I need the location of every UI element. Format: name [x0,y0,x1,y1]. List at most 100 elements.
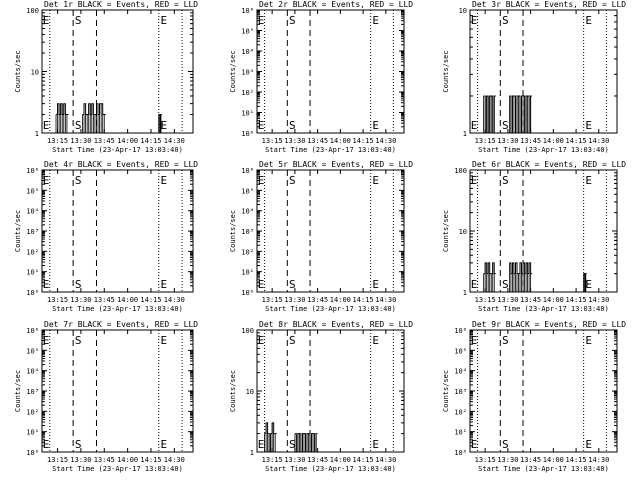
y-tick-label: 10² [26,408,39,416]
y-tick-label: 10⁴ [241,208,254,216]
marker-letter-left-edge: E [471,119,478,132]
y-tick-label: 1 [250,449,254,457]
events-trace [56,103,69,115]
y-tick-label: 10⁵ [26,347,39,355]
marker-letter-end: E [372,119,379,132]
marker-letter-start: S [502,174,509,187]
marker-letter-end: E [585,334,592,347]
marker-letter-end: E [585,14,592,27]
x-tick-label: 13:45 [94,137,115,145]
y-axis-label: Counts/sec [442,210,450,252]
x-tick-label: 14:00 [543,296,564,304]
marker-letter-start: S [502,14,509,27]
y-tick-label: 100 [454,167,467,175]
y-tick-label: 10² [241,248,254,256]
x-axis-label: Start Time (23-Apr-17 13:03:40) [52,465,183,473]
x-tick-label: 14:30 [588,456,609,464]
plot-frame [469,9,618,134]
events-trace [483,95,496,134]
y-tick-label: 10² [454,408,467,416]
y-tick-label: 10⁰ [454,449,467,457]
marker-letter-start: S [502,438,509,451]
marker-letter-end: E [160,119,167,132]
x-tick-label: 14:00 [117,296,138,304]
marker-letter-left-edge: E [43,14,50,27]
events-trace [509,262,533,275]
x-tick-label: 13:15 [475,296,496,304]
x-tick-label: 14:15 [140,456,161,464]
marker-letter-left-edge: E [471,278,478,291]
x-tick-label: 14:30 [164,456,185,464]
x-tick-label: 13:30 [70,456,91,464]
y-tick-label: 10 [459,7,467,15]
events-trace [264,422,277,453]
y-tick-label: 10⁶ [241,167,254,175]
x-tick-label: 13:15 [47,296,68,304]
x-tick-label: 13:15 [475,456,496,464]
y-axis-label: Counts/sec [229,370,237,412]
y-axis-label: Counts/sec [442,370,450,412]
y-tick-label: 10⁴ [26,368,39,376]
x-axis-label: Start Time (23-Apr-17 13:03:40) [265,146,396,154]
y-tick-label: 10 [246,388,254,396]
panel-det-9: Det 9r BLACK = Events, RED = LLD 10⁰ 10¹ 10… [442,320,626,473]
x-tick-label: 14:30 [164,296,185,304]
marker-letter-left-edge: E [471,438,478,451]
marker-letter-end: E [585,174,592,187]
plot-frame [256,9,405,134]
x-axis-label: Start Time (23-Apr-17 13:03:40) [52,305,183,313]
marker-letter-end: E [372,278,379,291]
marker-letter-start: S [289,278,296,291]
panel-det-2: Det 2r BLACK = Events, RED = LLD 10⁰ 10¹ 10… [229,0,413,154]
y-axis-label: Counts/sec [14,370,22,412]
marker-letter-left-edge: E [43,174,50,187]
marker-letter-left-edge: E [258,174,265,187]
y-tick-label: 10 [31,69,39,77]
events-trace [294,433,318,453]
panel-title: Det 5r BLACK = Events, RED = LLD [259,160,413,169]
marker-letter-left-edge: E [43,119,50,132]
marker-letter-left-edge: E [258,334,265,347]
y-tick-label: 1 [463,289,467,297]
x-tick-label: 14:30 [588,296,609,304]
x-tick-label: 13:15 [47,137,68,145]
y-tick-label: 10⁰ [26,449,39,457]
marker-letter-start: S [289,119,296,132]
marker-letter-left-edge: E [258,438,265,451]
x-axis-label: Start Time (23-Apr-17 13:03:40) [478,465,609,473]
x-tick-label: 13:15 [262,456,283,464]
x-tick-label: 14:15 [566,137,587,145]
x-tick-label: 13:30 [70,296,91,304]
marker-letter-left-edge: E [471,14,478,27]
x-tick-label: 13:45 [520,296,541,304]
panel-det-7: Det 7r BLACK = Events, RED = LLD 10⁰ 10¹ 10… [14,320,198,473]
marker-letter-start: S [502,334,509,347]
marker-letter-start: S [75,334,82,347]
x-tick-label: 13:15 [262,296,283,304]
y-tick-label: 10¹ [26,269,39,277]
plot-frame [41,329,194,453]
y-tick-label: 10¹ [241,269,254,277]
y-tick-label: 10¹ [241,110,254,118]
marker-letter-end: E [372,334,379,347]
y-tick-label: 100 [26,7,39,15]
x-tick-label: 13:15 [475,137,496,145]
marker-letter-left-edge: E [43,334,50,347]
marker-letter-start: S [75,438,82,451]
y-tick-label: 10² [241,89,254,97]
marker-letter-end: E [160,174,167,187]
marker-letter-end: E [160,14,167,27]
y-axis-label: Counts/sec [14,210,22,252]
panel-title: Det 2r BLACK = Events, RED = LLD [259,0,413,9]
y-tick-label: 10¹ [26,429,39,437]
plot-frame [41,169,194,293]
panel-det-3: Det 3r BLACK = Events, RED = LLD 1 10 Count… [442,0,626,154]
marker-letter-end: E [160,278,167,291]
panel-det-8: Det 8r BLACK = Events, RED = LLD 1 10 100 Co… [229,320,413,473]
events-trace [158,114,162,134]
y-tick-label: 10⁵ [241,28,254,36]
x-axis-label: Start Time (23-Apr-17 13:03:40) [478,305,609,313]
y-tick-label: 10 [459,228,467,236]
x-tick-label: 13:45 [307,137,328,145]
